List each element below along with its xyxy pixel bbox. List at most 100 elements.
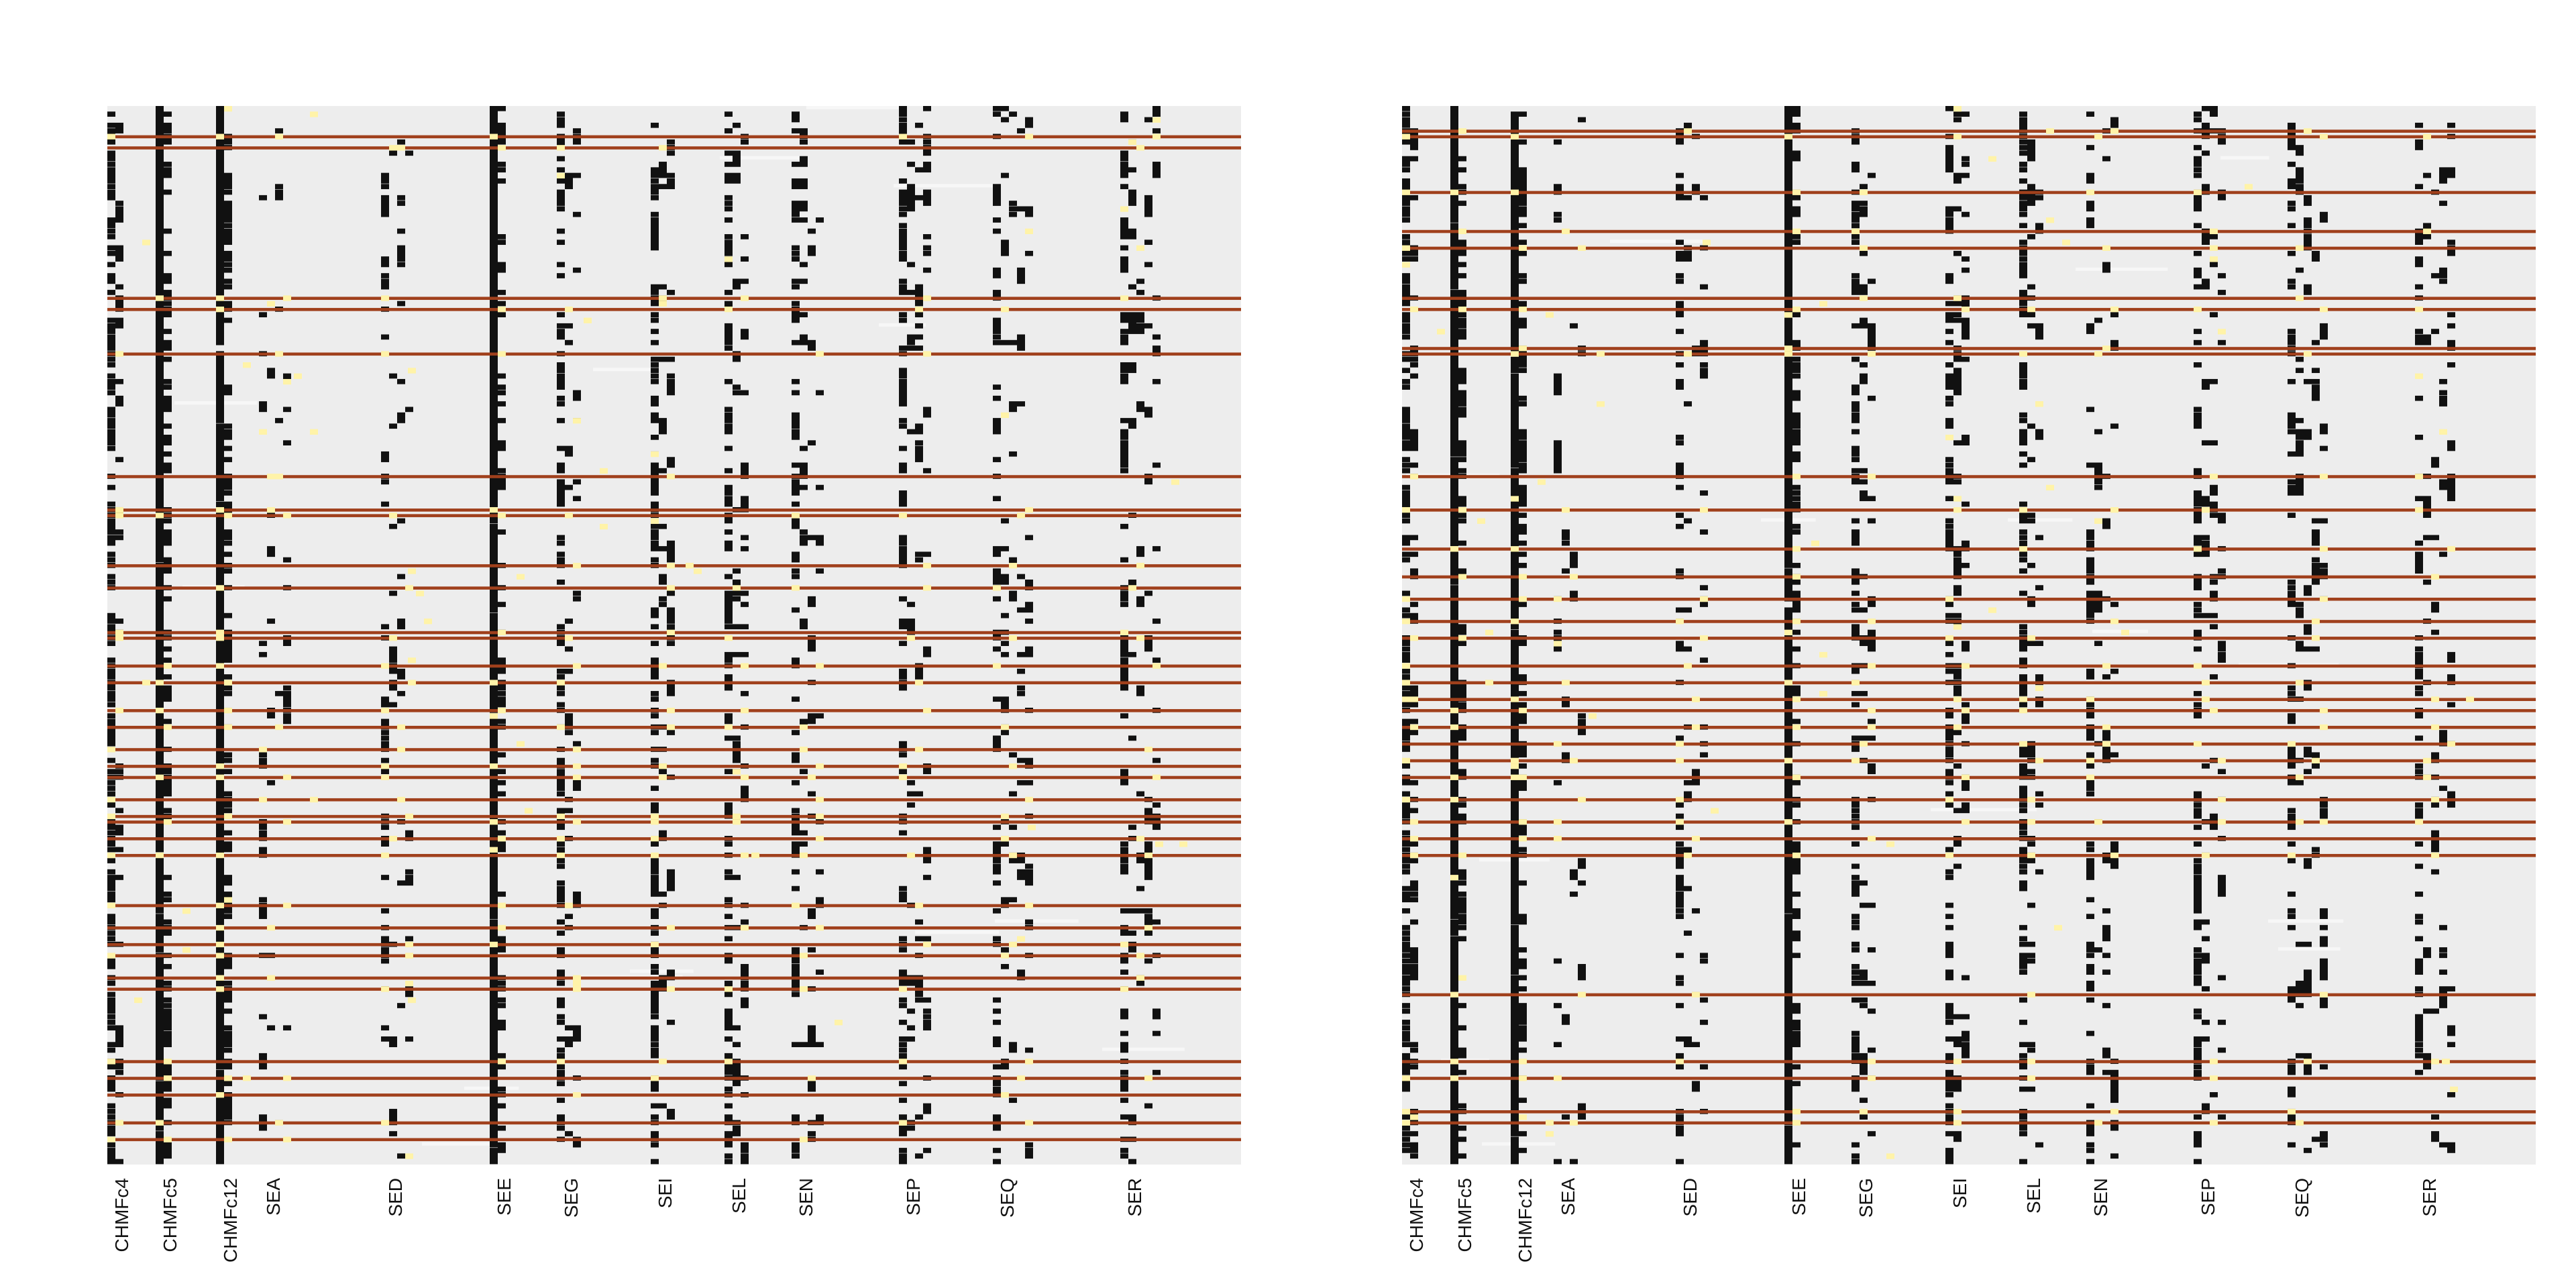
marker-cell <box>1868 619 1876 625</box>
presence-cell <box>1945 1036 1953 1042</box>
presence-cell <box>915 936 923 942</box>
marker-cell <box>2320 724 2328 731</box>
marker-cell <box>1120 295 1128 301</box>
presence-cell <box>1945 106 1953 111</box>
presence-cell <box>1402 256 1410 262</box>
presence-cell <box>2086 914 2094 919</box>
presence-cell <box>2439 953 2447 959</box>
presence-cell <box>899 1042 907 1047</box>
marker-cell <box>1784 351 1792 357</box>
presence-cell <box>800 619 808 630</box>
marker-cell <box>1851 228 1860 235</box>
presence-cell <box>2194 117 2202 123</box>
presence-cell <box>405 869 413 875</box>
presence-cell <box>2415 334 2423 345</box>
marker-cell <box>1025 1120 1033 1126</box>
presence-cell <box>1402 1114 1410 1120</box>
presence-cell <box>1868 629 1876 652</box>
presence-cell <box>275 189 283 201</box>
presence-cell <box>915 334 923 340</box>
presence-cell <box>1152 919 1161 925</box>
presence-cell <box>2035 585 2043 590</box>
presence-cell <box>1519 880 1527 886</box>
presence-cell <box>1017 685 1025 691</box>
presence-cell <box>2086 407 2094 413</box>
presence-cell <box>2035 791 2043 797</box>
marker-cell <box>115 629 123 635</box>
presence-cell <box>1851 602 1860 607</box>
presence-cell <box>164 384 172 390</box>
presence-cell <box>2431 457 2439 468</box>
highlight-row <box>107 146 1241 150</box>
marker-cell <box>993 663 1001 669</box>
presence-cell <box>651 875 659 897</box>
marker-cell <box>1519 774 1527 780</box>
presence-cell <box>733 741 741 763</box>
presence-cell <box>792 885 800 892</box>
presence-cell <box>557 535 565 541</box>
highlight-row <box>107 297 1241 301</box>
presence-cell <box>2320 1142 2328 1148</box>
presence-cell <box>733 1042 741 1047</box>
presence-cell <box>1410 602 1418 607</box>
marker-cell <box>389 835 397 842</box>
marker-cell <box>651 852 659 859</box>
presence-cell <box>899 1153 907 1165</box>
marker-cell <box>667 629 675 635</box>
presence-cell <box>565 323 573 329</box>
presence-cell <box>2110 1153 2118 1159</box>
marker-cell <box>651 813 659 820</box>
presence-cell <box>164 162 172 167</box>
presence-cell <box>724 323 733 345</box>
presence-cell <box>1945 914 1953 919</box>
presence-cell <box>651 802 659 814</box>
presence-cell <box>1402 791 1410 797</box>
presence-cell <box>659 546 667 551</box>
presence-cell <box>2423 496 2431 518</box>
column-label: SER <box>2419 1178 2440 1217</box>
marker-cell <box>1546 312 1554 318</box>
presence-cell <box>2423 579 2431 585</box>
presence-cell <box>381 624 389 630</box>
marker-cell <box>408 368 416 374</box>
presence-cell <box>792 501 800 507</box>
column-label: SEI <box>1949 1178 1970 1209</box>
marker-cell <box>498 629 506 635</box>
marker-cell <box>2035 757 2043 764</box>
presence-cell <box>2035 429 2043 440</box>
presence-cell <box>1868 735 1876 741</box>
presence-cell <box>224 429 232 440</box>
presence-cell <box>741 919 749 925</box>
column-label: SEA <box>263 1178 284 1216</box>
presence-cell <box>397 139 405 145</box>
presence-cell <box>1458 167 1466 173</box>
presence-cell <box>651 980 659 1014</box>
presence-cell <box>1868 1047 1876 1053</box>
presence-cell <box>899 1047 907 1053</box>
presence-cell <box>2019 1086 2027 1092</box>
presence-cell <box>808 1081 816 1092</box>
presence-cell <box>1009 206 1017 212</box>
presence-cell <box>490 919 498 1148</box>
presence-cell <box>2304 429 2312 440</box>
marker-cell <box>1554 596 1562 602</box>
presence-cell <box>724 239 733 256</box>
presence-cell <box>115 769 123 775</box>
presence-cell <box>1152 619 1161 624</box>
marker-cell <box>397 145 405 151</box>
marker-cell <box>405 953 413 959</box>
presence-cell <box>907 334 915 345</box>
presence-cell <box>907 139 915 145</box>
presence-cell <box>573 211 581 217</box>
presence-cell <box>107 991 115 998</box>
presence-cell <box>224 540 232 546</box>
presence-cell <box>899 445 907 451</box>
presence-cell <box>115 847 123 853</box>
gap-stripe <box>2076 267 2168 271</box>
marker-cell <box>1402 506 1410 513</box>
presence-cell <box>2019 590 2027 596</box>
marker-cell <box>2035 685 2043 692</box>
presence-cell <box>1684 518 1692 524</box>
presence-cell <box>1017 128 1025 133</box>
marker-cell <box>923 941 931 948</box>
